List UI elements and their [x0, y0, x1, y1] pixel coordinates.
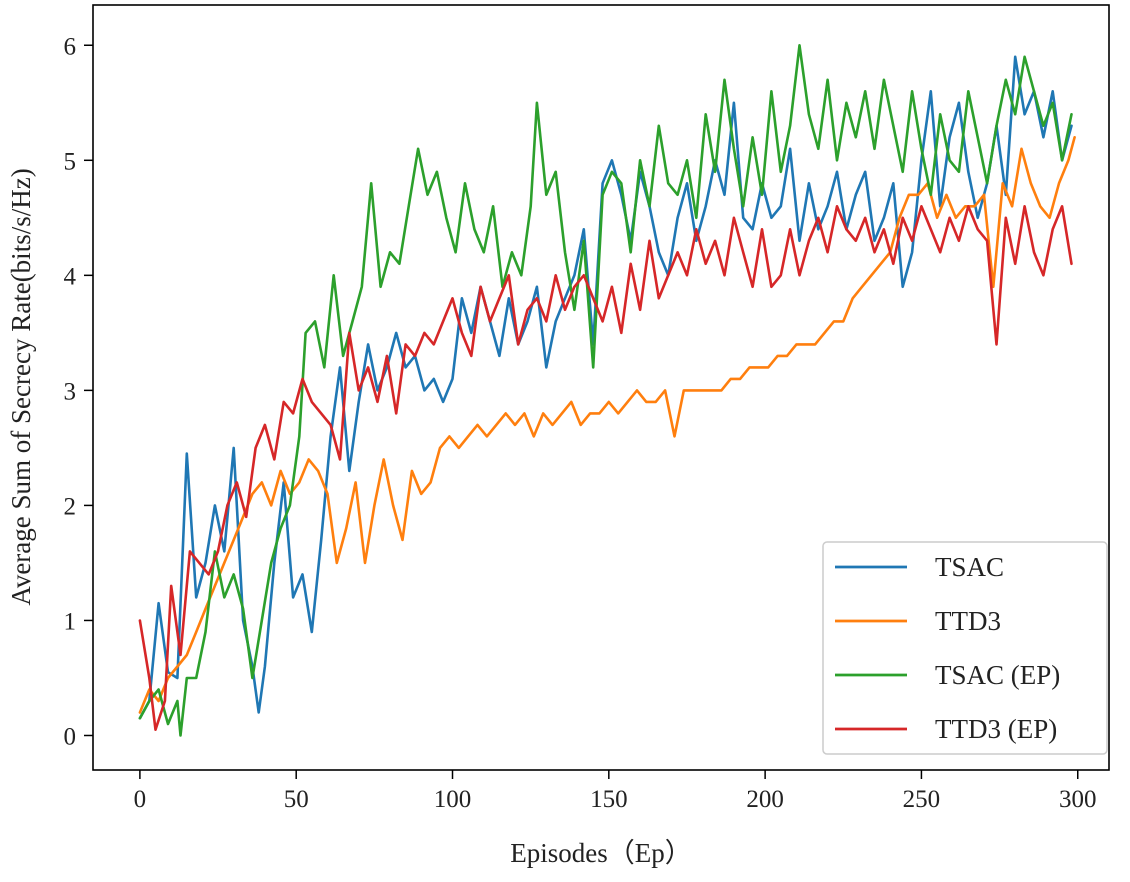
plot-frame [92, 4, 1110, 771]
y-axis-label: Average Sum of Secrecy Rate(bits/s/Hz) [6, 168, 36, 605]
y-tick-label: 6 [64, 33, 77, 60]
ticks-layer: 0 50 100 150 200 250 300 0 1 2 3 4 5 6 [64, 33, 1097, 813]
y-tick-label: 5 [64, 148, 77, 175]
legend-box [822, 541, 1108, 755]
legend-label-ttd3: TTD3 [935, 606, 1001, 636]
legend: TSAC TTD3 TSAC (EP) TTD3 (EP) [822, 541, 1108, 755]
legend-label-ttd3-ep: TTD3 (EP) [935, 714, 1057, 744]
x-tick-label: 150 [590, 786, 628, 813]
x-tick-label: 50 [284, 786, 309, 813]
x-tick-label: 250 [903, 786, 941, 813]
y-tick-label: 2 [64, 493, 77, 520]
x-tick-label: 300 [1059, 786, 1097, 813]
series-line-ttd3 [138, 136, 1076, 714]
legend-label-tsac-ep: TSAC (EP) [935, 660, 1060, 690]
y-tick-label: 1 [64, 608, 77, 635]
y-tick-label: 0 [64, 723, 77, 750]
y-tick-label: 4 [64, 263, 77, 290]
x-tick-label: 200 [746, 786, 784, 813]
legend-label-tsac: TSAC [935, 552, 1004, 582]
series-layer [138, 43, 1076, 737]
x-tick-label: 100 [434, 786, 472, 813]
series-line-ttd3-ep [138, 205, 1073, 732]
series-line-tsac [138, 55, 1073, 720]
y-tick-label: 3 [64, 378, 77, 405]
x-axis-label: Episodes（Ep） [510, 838, 692, 868]
x-tick-label: 0 [134, 786, 147, 813]
series-line-tsac-ep [138, 43, 1073, 737]
